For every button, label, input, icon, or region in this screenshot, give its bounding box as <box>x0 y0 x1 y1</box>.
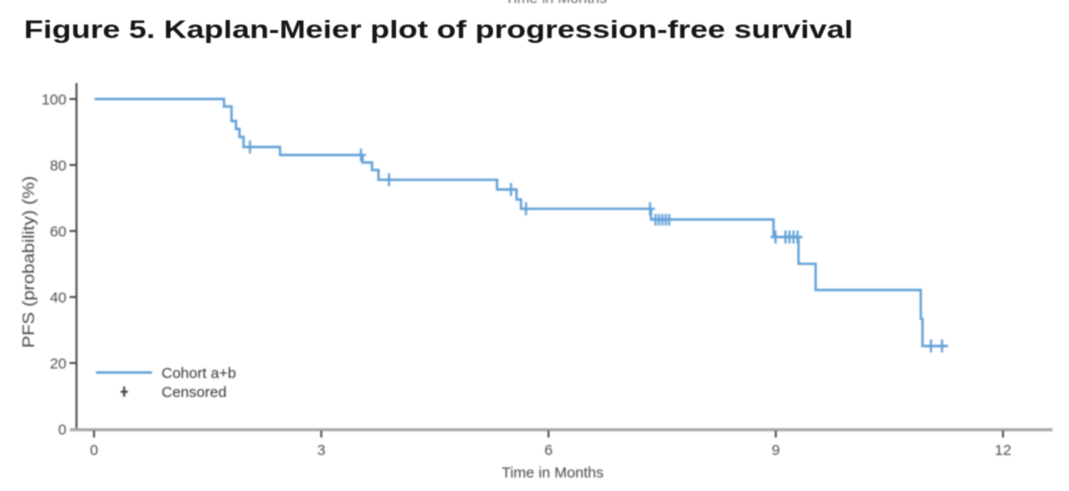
svg-text:Figure 5. Kaplan-Meier plot of: Figure 5. Kaplan-Meier plot of progressi… <box>24 16 853 44</box>
svg-text:6: 6 <box>544 442 552 459</box>
svg-text:Time in Months: Time in Months <box>502 465 604 482</box>
svg-text:3: 3 <box>317 442 325 459</box>
svg-text:80: 80 <box>50 157 67 174</box>
svg-text:60: 60 <box>50 223 67 240</box>
svg-text:9: 9 <box>772 442 780 459</box>
svg-text:100: 100 <box>41 91 66 108</box>
svg-text:0: 0 <box>90 442 98 459</box>
svg-text:40: 40 <box>50 289 67 306</box>
svg-text:Time in Months: Time in Months <box>505 0 607 7</box>
svg-text:20: 20 <box>50 355 67 372</box>
svg-text:PFS (probability) (%): PFS (probability) (%) <box>19 176 38 348</box>
svg-text:0: 0 <box>58 421 66 438</box>
svg-text:Cohort a+b: Cohort a+b <box>162 365 237 382</box>
svg-text:12: 12 <box>995 442 1012 459</box>
svg-text:Censored: Censored <box>162 384 227 401</box>
